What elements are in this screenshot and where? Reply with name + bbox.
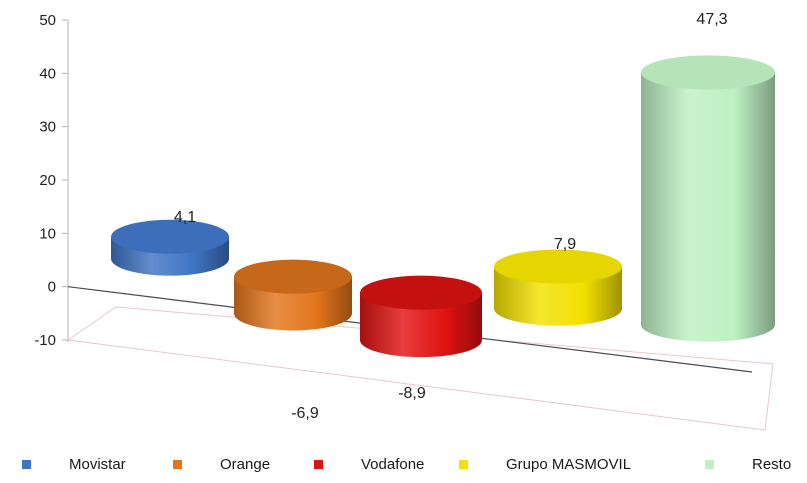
legend-swatch [705, 459, 714, 469]
legend-item: Grupo MASMOVIL [459, 452, 631, 476]
bar-top [641, 55, 775, 90]
legend-swatch [173, 459, 182, 469]
data-label: 7,9 [554, 236, 576, 253]
bar-top [494, 249, 622, 284]
bar-movistar [111, 219, 229, 276]
chart-bars [111, 55, 775, 358]
legend-label: Orange [220, 455, 271, 473]
legend-label: Grupo MASMOVIL [506, 455, 632, 473]
legend-label: Resto [752, 455, 792, 473]
bar-top [234, 259, 352, 294]
bar-resto [641, 55, 775, 342]
legend-swatch [459, 459, 468, 469]
bar-top [360, 275, 482, 310]
y-tick-label: 50 [39, 12, 56, 29]
legend-item: Movistar [22, 452, 126, 476]
legend-item: Resto [705, 452, 791, 476]
legend-swatch [22, 459, 31, 469]
legend-label: Movistar [69, 455, 126, 473]
y-tick-label: 10 [39, 225, 56, 242]
y-tick-label: 20 [39, 172, 56, 189]
data-labels: 4,1 -6,9 -8,9 7,9 47,3 [174, 11, 728, 422]
bar-body [494, 266, 622, 326]
data-label: -6,9 [291, 405, 319, 422]
data-label: 4,1 [174, 209, 196, 226]
y-tick-label: 30 [39, 119, 56, 136]
y-axis-ticks: -10 0 10 20 30 40 50 [34, 12, 68, 349]
data-label: 47,3 [696, 11, 727, 28]
bar-vodafone [360, 275, 482, 358]
bar-body [360, 292, 482, 358]
legend-swatch [314, 459, 323, 469]
legend: Movistar Orange Vodafone Grupo MASMOVIL Rest… [0, 452, 807, 476]
legend-label: Vodafone [361, 455, 425, 473]
y-tick-label: 40 [39, 65, 56, 82]
bar-body [641, 72, 775, 342]
bar-chart: -10 0 10 20 30 40 50 4,1 -6,9 -8,9 7,9 47,3 [34, 11, 775, 431]
bar-grupo-masmovil [494, 249, 622, 326]
legend-item: Orange [173, 452, 270, 476]
bar-top [111, 219, 229, 254]
y-tick-label: -10 [34, 332, 56, 349]
y-tick-label: 0 [48, 279, 56, 296]
data-label: -8,9 [398, 385, 426, 402]
legend-item: Vodafone [314, 452, 424, 476]
bar-orange [234, 259, 352, 331]
floor-plane [66, 306, 774, 431]
